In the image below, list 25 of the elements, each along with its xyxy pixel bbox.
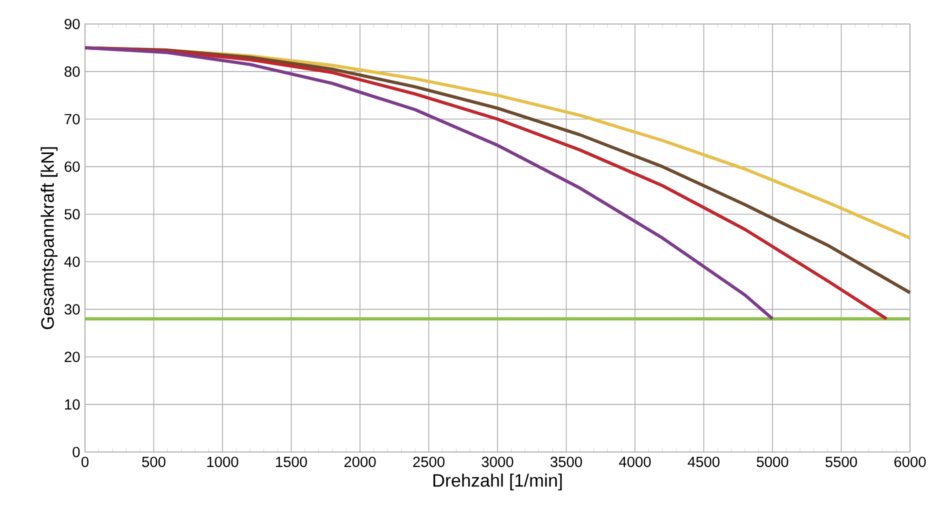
- y-tick-label: 20: [64, 352, 80, 362]
- y-tick-label: 90: [64, 18, 80, 30]
- x-tick-label: 5500: [826, 456, 857, 468]
- x-tick-label: 3500: [550, 456, 582, 468]
- y-axis-title: Gesamtspannkraft [kN]: [40, 147, 58, 330]
- x-tick-label: 0: [81, 456, 88, 468]
- x-tick-label: 5000: [756, 456, 788, 468]
- x-tick-label: 3000: [482, 456, 514, 468]
- x-tick-label: 500: [142, 456, 166, 468]
- x-tick-label: 2000: [344, 456, 376, 468]
- x-tick-label: 6000: [894, 456, 926, 468]
- y-tick-label: 10: [65, 399, 80, 410]
- x-tick-label: 1500: [276, 456, 307, 468]
- x-tick-label: 1000: [207, 456, 238, 468]
- x-tick-label: 2500: [413, 456, 444, 468]
- y-tick-label: 0: [72, 446, 80, 458]
- x-tick-label: 4500: [688, 456, 720, 468]
- x-tick-label: 4000: [619, 456, 651, 468]
- y-tick-label: 40: [64, 256, 80, 267]
- x-axis-title: Drehzahl [1/min]: [433, 474, 562, 490]
- y-tick-label: 30: [64, 304, 80, 315]
- y-tick-label: 50: [64, 209, 80, 220]
- y-tick-label: 80: [64, 66, 80, 77]
- y-tick-label: 70: [64, 114, 80, 124]
- y-tick-label: 60: [64, 161, 80, 172]
